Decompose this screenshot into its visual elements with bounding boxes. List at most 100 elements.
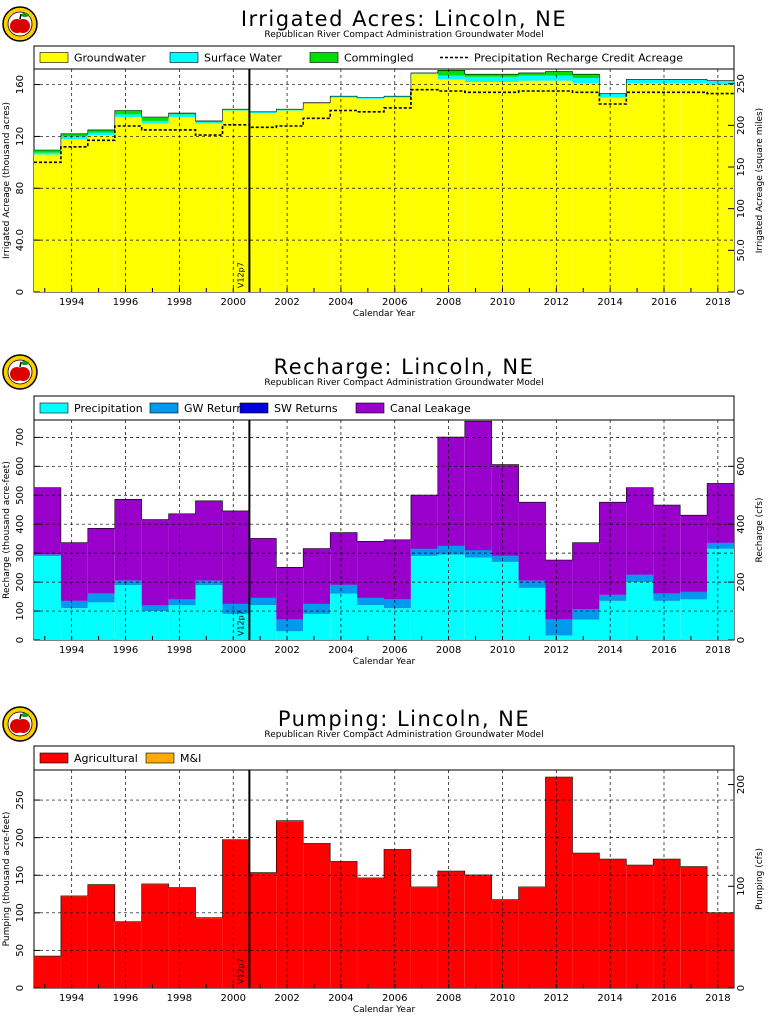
recharge-bar-canal-leakage-2016 — [653, 505, 681, 594]
irrigated-acres-bar-groundwater-2017 — [680, 83, 708, 292]
irrigated-acres-bar-surface-water-1993 — [34, 152, 61, 155]
irrigated-acres-bar-surface-water-2001 — [249, 111, 277, 114]
x-tick-label: 1998 — [167, 993, 192, 1004]
y2-tick-label: 250 — [736, 74, 747, 93]
recharge-bar-precipitation-2012 — [545, 635, 573, 640]
recharge-bar-gw-returns-2001 — [249, 598, 277, 606]
legend-swatch-sw-returns — [239, 402, 269, 414]
pumping-bar-agricultural-2015 — [626, 865, 654, 988]
pumping-bar-agricultural-2008 — [437, 871, 465, 988]
recharge-bar-gw-returns-2017 — [680, 592, 708, 600]
irrigated-acres-bar-groundwater-2001 — [249, 113, 277, 292]
recharge-bar-gw-returns-1995 — [87, 593, 115, 603]
recharge-bar-canal-leakage-2008 — [437, 437, 465, 546]
irrigated-acres-bar-surface-water-1996 — [114, 114, 142, 117]
x-tick-label: 2000 — [221, 297, 246, 308]
recharge-bar-canal-leakage-2015 — [626, 487, 654, 575]
recharge-bar-gw-returns-2016 — [653, 593, 681, 601]
recharge-bar-canal-leakage-2001 — [249, 538, 277, 598]
recharge-bar-gw-returns-2018 — [707, 543, 734, 549]
recharge-bar-precipitation-1997 — [141, 611, 169, 640]
irrigated-acres-bar-surface-water-2006 — [384, 96, 411, 98]
irrigated-acres-bar-groundwater-1993 — [34, 154, 61, 292]
irrigated-acres-bar-commingled-1998 — [168, 113, 196, 115]
recharge-bar-precipitation-2006 — [384, 608, 411, 640]
irrigated-acres-grid — [34, 69, 734, 292]
recharge-bar-canal-leakage-2012 — [545, 560, 573, 620]
pumping-y2-ticks: 0 100 200 — [728, 775, 747, 991]
recharge-bar-gw-returns-2004 — [330, 585, 358, 594]
x-tick-label: 2014 — [597, 645, 622, 656]
irrigated-acres-bar-surface-water-2017 — [680, 79, 708, 84]
pumping-bars — [34, 777, 734, 988]
pumping-bar-agricultural-2014 — [599, 859, 627, 988]
y2-tick-label: 0 — [736, 985, 747, 991]
recharge-grid — [34, 420, 734, 640]
legend-label-groundwater: Groundwater — [74, 52, 146, 65]
recharge-x-ticks: 1994 1996 1998 2000 2002 2004 2006 2008 2010 2012… — [44, 636, 731, 656]
x-tick-label: 2012 — [544, 645, 569, 656]
legend-swatch-surface-water — [169, 52, 199, 63]
irrigated-acres-bar-commingled-1993 — [34, 150, 61, 153]
irrigated-acres-version-label: V12p7 — [236, 262, 245, 288]
y2-tick-label: 100 — [736, 199, 747, 218]
pumping-bar-agricultural-1999 — [195, 918, 223, 988]
pumping-bar-agricultural-2009 — [464, 875, 492, 988]
irrigated-acres-line-precip-credit — [34, 88, 734, 164]
pumping-bar-agricultural-2010 — [491, 900, 519, 988]
irrigated-acres-bar-commingled-2008 — [437, 70, 465, 76]
x-tick-label: 2016 — [651, 645, 676, 656]
irrigated-acres-bar-groundwater-2010 — [491, 82, 519, 292]
y-tick-label: 150 — [15, 866, 26, 885]
y2-tick-label: 100 — [736, 877, 747, 896]
recharge-bar-canal-leakage-2011 — [518, 502, 546, 581]
x-tick-label: 1994 — [59, 993, 84, 1004]
x-tick-label: 1996 — [113, 297, 138, 308]
pumping-bar-agricultural-2012 — [545, 777, 573, 988]
irrigated-acres-bar-groundwater-2013 — [572, 83, 600, 292]
irrigated-acres-bar-commingled-1995 — [87, 129, 115, 133]
irrigated-acres-bar-commingled-1994 — [60, 133, 88, 137]
recharge-bar-precipitation-2008 — [437, 554, 465, 640]
y-tick-label: 0 — [15, 637, 26, 643]
recharge-bar-precipitation-2009 — [464, 557, 492, 640]
irrigated-acres-bar-groundwater-2000 — [222, 110, 250, 292]
pumping-bar-agricultural-2011 — [518, 887, 546, 988]
recharge-bar-gw-returns-1998 — [168, 599, 196, 606]
y-tick-label: 0 — [15, 289, 26, 295]
x-tick-label: 2018 — [705, 993, 730, 1004]
y2-tick-label: 200 — [736, 573, 747, 592]
x-tick-label: 2010 — [490, 645, 515, 656]
recharge-stack-outline — [34, 420, 734, 568]
y-tick-label: 250 — [15, 791, 26, 810]
irrigated-acres-y-ticks: 0 40.0 80 120 160 — [15, 75, 40, 295]
pumping-bar-agricultural-2001 — [249, 873, 277, 988]
pumping-bar-agricultural-2006 — [384, 849, 411, 988]
irrigated-acres-bar-surface-water-2000 — [222, 109, 250, 111]
x-tick-label: 2002 — [274, 993, 299, 1004]
irrigated-acres-bar-commingled-2009 — [464, 74, 492, 77]
y2-tick-label: 0 — [736, 637, 747, 643]
irrigated-acres-bar-groundwater-2006 — [384, 97, 411, 292]
irrigated-acres-bar-surface-water-2015 — [626, 79, 654, 84]
recharge-bar-canal-leakage-2009 — [464, 421, 492, 550]
pumping-bar-agricultural-2007 — [410, 887, 438, 988]
irrigated-acres-bar-groundwater-2005 — [357, 98, 384, 292]
recharge-bar-precipitation-2005 — [357, 605, 384, 640]
x-tick-label: 2006 — [382, 645, 407, 656]
legend-label-precipitation: Precipitation — [74, 402, 143, 415]
y2-tick-label: 400 — [736, 515, 747, 534]
y-tick-label: 500 — [15, 486, 26, 505]
x-tick-label: 2002 — [274, 645, 299, 656]
irrigated-acres-bar-commingled-2010 — [491, 74, 519, 77]
y2-tick-label: 150 — [736, 157, 747, 176]
recharge-bar-canal-leakage-2002 — [276, 567, 304, 620]
apple-logo — [2, 354, 38, 390]
x-tick-label: 1998 — [167, 297, 192, 308]
x-tick-label: 2014 — [597, 297, 622, 308]
x-tick-label: 2010 — [490, 297, 515, 308]
recharge-title: Recharge: Lincoln, NE — [274, 355, 535, 379]
pumping-title: Pumping: Lincoln, NE — [278, 707, 530, 731]
